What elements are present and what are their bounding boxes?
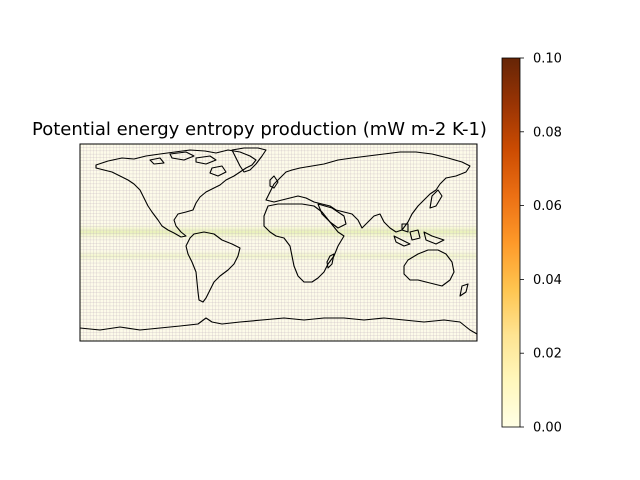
colorbar-tick-label: 0.10 bbox=[533, 52, 562, 67]
coastline-eurasia bbox=[265, 151, 471, 233]
colorbar-tick-label: 0.02 bbox=[533, 347, 562, 362]
coastline-africa bbox=[263, 203, 345, 283]
colorbar: 0.00 0.02 0.04 0.06 0.08 0.10 bbox=[501, 52, 562, 436]
coastlines bbox=[80, 147, 477, 335]
coastline-new-zealand bbox=[459, 283, 469, 297]
coastline-arabia bbox=[317, 203, 347, 229]
grid-mesh bbox=[80, 144, 477, 341]
coastline-north-america bbox=[95, 149, 257, 238]
colorbar-tick-label: 0.04 bbox=[533, 273, 562, 288]
coastline-japan bbox=[429, 189, 443, 209]
coastline-australia bbox=[403, 249, 455, 287]
colorbar-tick-label: 0.00 bbox=[533, 421, 562, 436]
colorbar-frame bbox=[501, 57, 521, 428]
map-panel bbox=[80, 144, 477, 341]
colorbar-tick-label: 0.06 bbox=[533, 199, 562, 214]
coastline-south-america bbox=[185, 231, 241, 303]
coastline-arctic-islands bbox=[149, 151, 227, 177]
coastline-greenland bbox=[231, 147, 267, 173]
colorbar-ticks: 0.00 0.02 0.04 0.06 0.08 0.10 bbox=[520, 52, 562, 436]
coastline-madagascar bbox=[326, 253, 335, 269]
map-frame bbox=[79, 143, 478, 342]
coastline-british-isles bbox=[269, 175, 279, 189]
colorbar-fill bbox=[502, 58, 520, 427]
coastline-sea-islands bbox=[393, 223, 445, 247]
coastline-antarctica bbox=[80, 317, 477, 335]
colorbar-tick-label: 0.08 bbox=[533, 125, 562, 140]
map-title: Potential energy entropy production (mW … bbox=[32, 119, 487, 140]
